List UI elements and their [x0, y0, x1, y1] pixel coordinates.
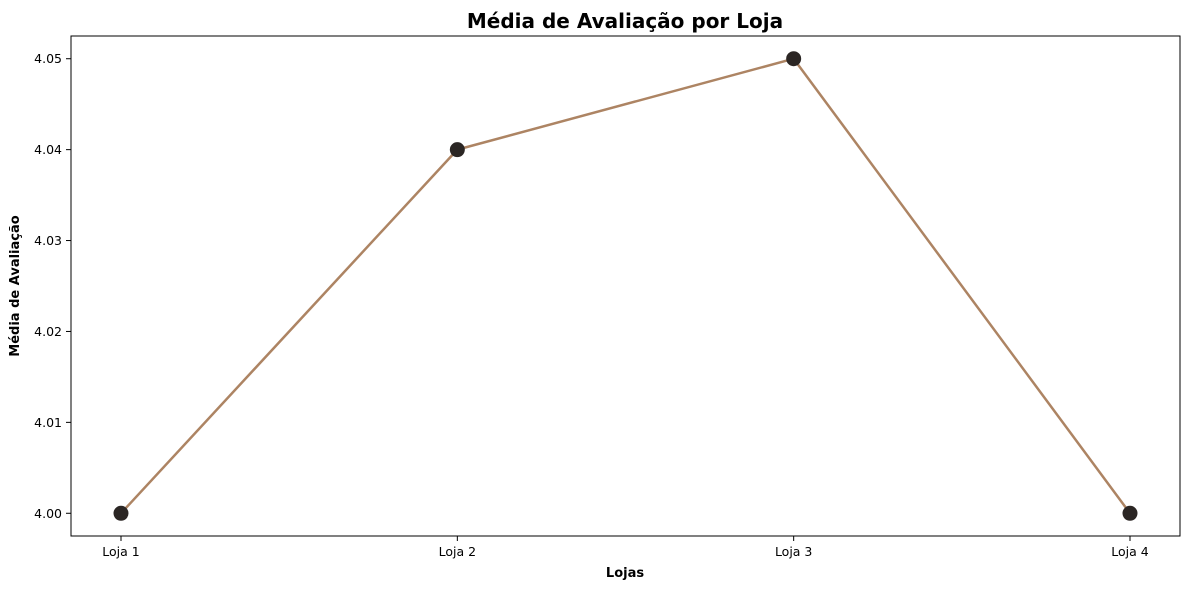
- y-tick-label: 4.01: [34, 415, 62, 430]
- plot-area: [70, 35, 1181, 537]
- y-tick-label: 4.04: [34, 142, 62, 157]
- y-tick-label: 4.05: [34, 51, 62, 66]
- y-tick-label: 4.00: [34, 506, 62, 521]
- data-point-loja-4: [1122, 505, 1138, 521]
- series-layer: [113, 51, 1138, 521]
- x-tick-label: Loja 1: [102, 544, 139, 559]
- data-point-loja-3: [786, 51, 802, 67]
- y-axis-label: Média de Avaliação: [8, 215, 23, 356]
- x-axis-label: Lojas: [606, 566, 644, 581]
- y-axis: 4.00 4.01 4.02 4.03 4.04 4.05: [34, 51, 71, 521]
- data-point-loja-2: [449, 142, 465, 158]
- x-tick-label: Loja 3: [775, 544, 812, 559]
- chart-title: Média de Avaliação por Loja: [467, 9, 783, 33]
- series-line: [120, 57, 1132, 515]
- data-point-loja-1: [113, 505, 129, 521]
- x-tick-label: Loja 2: [439, 544, 476, 559]
- x-tick-label: Loja 4: [1111, 544, 1148, 559]
- y-tick-label: 4.02: [34, 324, 62, 339]
- y-tick-label: 4.03: [34, 233, 62, 248]
- x-axis: Loja 1 Loja 2 Loja 3 Loja 4: [102, 536, 1149, 559]
